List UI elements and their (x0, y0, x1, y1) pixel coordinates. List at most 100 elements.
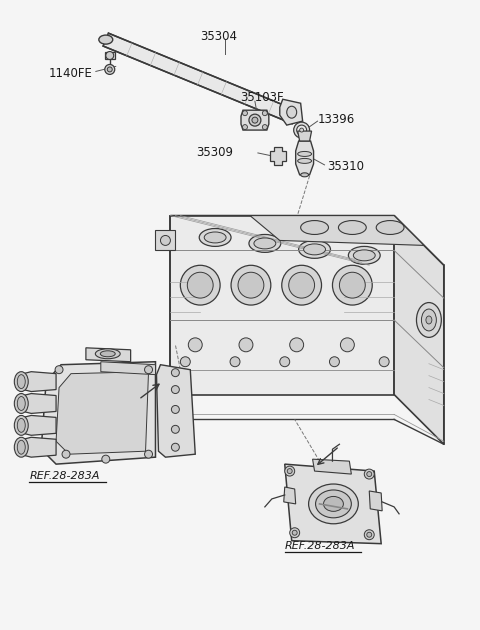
Text: 13396: 13396 (318, 113, 355, 125)
Ellipse shape (254, 238, 276, 249)
Polygon shape (250, 215, 424, 246)
Polygon shape (105, 52, 115, 59)
Circle shape (364, 469, 374, 479)
Polygon shape (298, 131, 312, 141)
Ellipse shape (14, 437, 28, 457)
Circle shape (102, 455, 110, 463)
Polygon shape (284, 487, 296, 504)
Ellipse shape (96, 349, 120, 358)
Ellipse shape (298, 151, 312, 156)
Circle shape (280, 357, 290, 367)
Text: 35310: 35310 (327, 161, 364, 173)
Circle shape (231, 265, 271, 305)
Circle shape (364, 530, 374, 540)
Circle shape (171, 369, 180, 377)
Polygon shape (156, 365, 195, 457)
Circle shape (292, 530, 297, 536)
Circle shape (329, 357, 339, 367)
Circle shape (242, 111, 248, 116)
Polygon shape (296, 141, 313, 175)
Circle shape (297, 125, 307, 135)
Circle shape (242, 125, 248, 130)
Circle shape (290, 338, 304, 352)
Circle shape (300, 128, 304, 132)
Ellipse shape (17, 440, 25, 454)
Polygon shape (312, 459, 351, 474)
Text: 1140FE: 1140FE (49, 67, 93, 80)
Ellipse shape (204, 232, 226, 243)
Polygon shape (369, 491, 382, 511)
Circle shape (282, 265, 322, 305)
Circle shape (290, 528, 300, 537)
Polygon shape (270, 147, 286, 165)
Ellipse shape (299, 241, 330, 258)
Polygon shape (56, 372, 148, 454)
Text: 35309: 35309 (196, 146, 233, 159)
Circle shape (171, 386, 180, 394)
Ellipse shape (14, 372, 28, 392)
Circle shape (249, 114, 261, 126)
Circle shape (187, 272, 213, 298)
Polygon shape (285, 464, 381, 544)
Ellipse shape (99, 35, 113, 44)
Circle shape (62, 450, 70, 458)
Circle shape (287, 469, 292, 474)
Ellipse shape (298, 158, 312, 163)
Polygon shape (19, 372, 56, 392)
Polygon shape (103, 33, 297, 123)
Circle shape (285, 466, 295, 476)
Circle shape (171, 406, 180, 413)
Ellipse shape (300, 173, 309, 177)
Polygon shape (170, 215, 394, 394)
Circle shape (171, 444, 180, 451)
Circle shape (294, 122, 310, 138)
Circle shape (340, 338, 354, 352)
Polygon shape (280, 100, 302, 125)
Polygon shape (19, 437, 56, 457)
Ellipse shape (426, 316, 432, 324)
Circle shape (263, 111, 267, 116)
Ellipse shape (287, 106, 297, 118)
Text: 35304: 35304 (200, 30, 237, 43)
Ellipse shape (14, 415, 28, 435)
Polygon shape (86, 348, 131, 362)
Circle shape (105, 64, 115, 74)
Ellipse shape (199, 229, 231, 246)
Ellipse shape (338, 220, 366, 234)
Circle shape (263, 125, 267, 130)
Circle shape (55, 365, 63, 374)
Circle shape (106, 52, 114, 59)
Polygon shape (19, 415, 56, 435)
Ellipse shape (17, 375, 25, 389)
Circle shape (288, 272, 314, 298)
Polygon shape (156, 231, 175, 250)
Circle shape (379, 357, 389, 367)
Polygon shape (394, 215, 444, 444)
Text: REF.28-283A: REF.28-283A (285, 541, 355, 551)
Ellipse shape (348, 246, 380, 265)
Circle shape (339, 272, 365, 298)
Circle shape (333, 265, 372, 305)
Polygon shape (41, 362, 156, 464)
Polygon shape (19, 394, 56, 413)
Circle shape (367, 532, 372, 537)
Circle shape (238, 272, 264, 298)
Ellipse shape (417, 302, 441, 338)
Ellipse shape (17, 418, 25, 432)
Polygon shape (241, 110, 269, 130)
Circle shape (160, 236, 170, 246)
Circle shape (188, 338, 202, 352)
Circle shape (144, 365, 153, 374)
Polygon shape (101, 362, 156, 375)
Ellipse shape (324, 496, 343, 512)
Ellipse shape (17, 396, 25, 410)
Circle shape (252, 117, 258, 123)
Ellipse shape (315, 490, 351, 518)
Circle shape (144, 450, 153, 458)
Ellipse shape (300, 220, 328, 234)
Ellipse shape (14, 394, 28, 413)
Ellipse shape (353, 250, 375, 261)
Ellipse shape (304, 244, 325, 255)
Ellipse shape (421, 309, 436, 331)
Circle shape (171, 425, 180, 433)
